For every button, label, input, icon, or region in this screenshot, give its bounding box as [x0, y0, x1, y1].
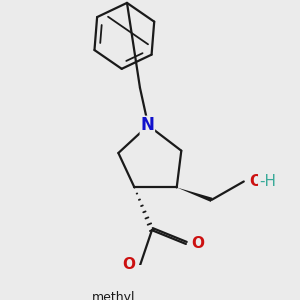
Text: O: O: [122, 257, 136, 272]
Polygon shape: [177, 188, 212, 202]
Text: O: O: [249, 174, 262, 189]
Text: methyl: methyl: [92, 291, 136, 300]
Text: O: O: [191, 236, 204, 250]
Text: -H: -H: [259, 174, 276, 189]
Text: N: N: [140, 116, 154, 134]
